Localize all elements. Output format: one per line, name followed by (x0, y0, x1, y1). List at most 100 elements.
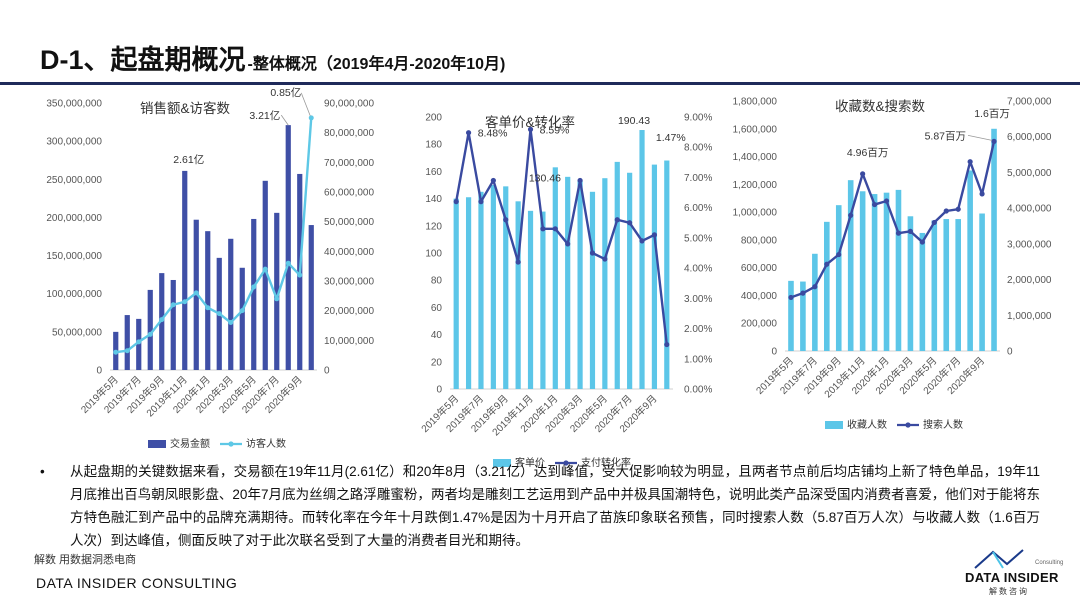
legend-bar-swatch (825, 421, 843, 429)
line-point-17 (308, 115, 314, 121)
left-axis-tick-label: 0 (771, 347, 777, 358)
bar-17 (664, 160, 670, 389)
legend-line-marker (563, 460, 569, 466)
legend-bar-swatch (493, 459, 511, 467)
data-annotation: 4.96百万 (847, 147, 888, 159)
bar-1 (124, 315, 130, 370)
right-axis-tick-label: 50,000,000 (324, 217, 374, 228)
line-point-8 (883, 198, 890, 204)
right-axis-tick-label: 0 (1007, 347, 1013, 358)
line-point-5 (515, 259, 521, 265)
bar-13 (943, 219, 950, 351)
left-axis-tick-label: 1,400,000 (733, 152, 778, 163)
left-axis-tick-label: 20 (431, 357, 443, 368)
right-axis-tick-label: 4,000,000 (1007, 204, 1052, 215)
bar-8 (552, 167, 558, 389)
left-axis-tick-label: 200,000 (741, 319, 778, 330)
line-point-2 (136, 339, 142, 345)
right-axis-tick-label: 8.00% (684, 143, 712, 154)
line-point-6 (182, 299, 188, 305)
left-axis-tick-label: 50,000,000 (52, 327, 102, 338)
right-axis-tick-label: 1,000,000 (1007, 311, 1052, 322)
logo-consulting: Consulting (1035, 560, 1064, 566)
line-point-17 (664, 341, 670, 348)
line-point-4 (159, 317, 165, 323)
line-point-12 (931, 219, 937, 226)
data-annotation: 0.85亿 (270, 86, 301, 99)
right-axis-tick-label: 90,000,000 (324, 99, 374, 110)
line-point-13 (262, 266, 268, 272)
source-note: 解数 用数据洞悉电商 (34, 554, 137, 566)
data-annotation: 8.48% (478, 128, 508, 140)
line-point-8 (552, 226, 558, 232)
page-title-sub: -整体概况（2019年4月-2020年10月) (247, 56, 506, 73)
left-axis-tick-label: 400,000 (741, 291, 778, 302)
left-axis-tick-label: 100 (425, 249, 442, 260)
page-title: D-1、起盘期概况 -整体概况（2019年4月-2020年10月) (40, 38, 505, 78)
legend-line-marker (905, 422, 911, 428)
right-axis-tick-label: 30,000,000 (324, 277, 374, 288)
chart-title: 收藏数&搜索数 (835, 99, 926, 114)
line-point-10 (577, 177, 583, 184)
line-point-13 (943, 208, 949, 214)
line-point-5 (170, 302, 176, 308)
left-axis-tick-label: 200,000,000 (46, 213, 102, 224)
bar-2 (478, 191, 484, 389)
legend-bar-label: 交易金额 (170, 437, 210, 450)
left-axis-tick-label: 250,000,000 (46, 175, 102, 186)
bar-11 (589, 191, 596, 389)
left-axis-tick-label: 180 (425, 140, 442, 151)
line-point-0 (453, 199, 459, 205)
legend-line-label: 搜索人数 (923, 418, 963, 431)
right-axis-tick-label: 1.00% (684, 354, 712, 365)
right-axis-tick-label: 6.00% (684, 203, 712, 214)
series-line (790, 141, 996, 299)
right-axis-tick-label: 40,000,000 (324, 247, 374, 258)
right-axis-tick-label: 70,000,000 (324, 158, 374, 169)
line-point-0 (113, 349, 119, 355)
right-axis-tick-label: 7,000,000 (1007, 97, 1052, 108)
bar-14 (627, 172, 633, 389)
right-axis-tick-label: 0 (324, 366, 330, 377)
left-axis-tick-label: 40 (431, 330, 443, 341)
line-point-15 (285, 260, 291, 266)
bar-16 (651, 164, 658, 389)
line-point-5 (848, 212, 854, 218)
line-point-12 (251, 284, 257, 290)
line-point-11 (589, 250, 596, 256)
data-annotation: 2.61亿 (173, 153, 204, 166)
annotation-leader (280, 114, 289, 126)
bar-4 (835, 205, 842, 351)
bar-17 (308, 225, 314, 370)
left-axis-tick-label: 1,200,000 (733, 180, 778, 191)
data-annotation: 8.59% (540, 124, 570, 136)
left-axis-tick-label: 1,000,000 (733, 208, 778, 219)
line-point-2 (812, 284, 818, 290)
summary-text: 从起盘期的关键数据来看，交易额在19年11月(2.61亿）和20年8月（3.21… (70, 464, 1040, 548)
left-axis-tick-label: 800,000 (741, 235, 778, 246)
line-point-15 (967, 159, 973, 165)
title-rule (0, 82, 1080, 85)
left-axis-tick-label: 300,000,000 (46, 137, 102, 148)
line-point-8 (205, 305, 211, 311)
bar-13 (262, 180, 268, 370)
logo-cn: 解数咨询 (989, 587, 1029, 596)
left-axis-tick-label: 100,000,000 (46, 289, 102, 300)
bar-7 (871, 194, 878, 351)
legend-bar-label: 客单价 (515, 456, 545, 469)
right-axis-tick-label: 5,000,000 (1007, 168, 1052, 179)
line-point-15 (639, 238, 645, 244)
line-point-7 (871, 201, 878, 208)
right-axis-tick-label: 6,000,000 (1007, 132, 1052, 143)
line-point-1 (800, 290, 806, 296)
left-axis-tick-label: 1,600,000 (733, 124, 778, 135)
line-point-16 (651, 232, 658, 238)
bar-0 (453, 198, 459, 389)
data-annotation: 130.46 (529, 173, 561, 185)
bar-1 (800, 281, 806, 351)
logo: Consulting DATA INSIDER 解数咨询 (965, 548, 1065, 600)
line-point-6 (527, 126, 534, 132)
right-axis-tick-label: 2.00% (684, 324, 712, 335)
line-point-0 (788, 294, 794, 301)
line-point-2 (478, 199, 484, 205)
